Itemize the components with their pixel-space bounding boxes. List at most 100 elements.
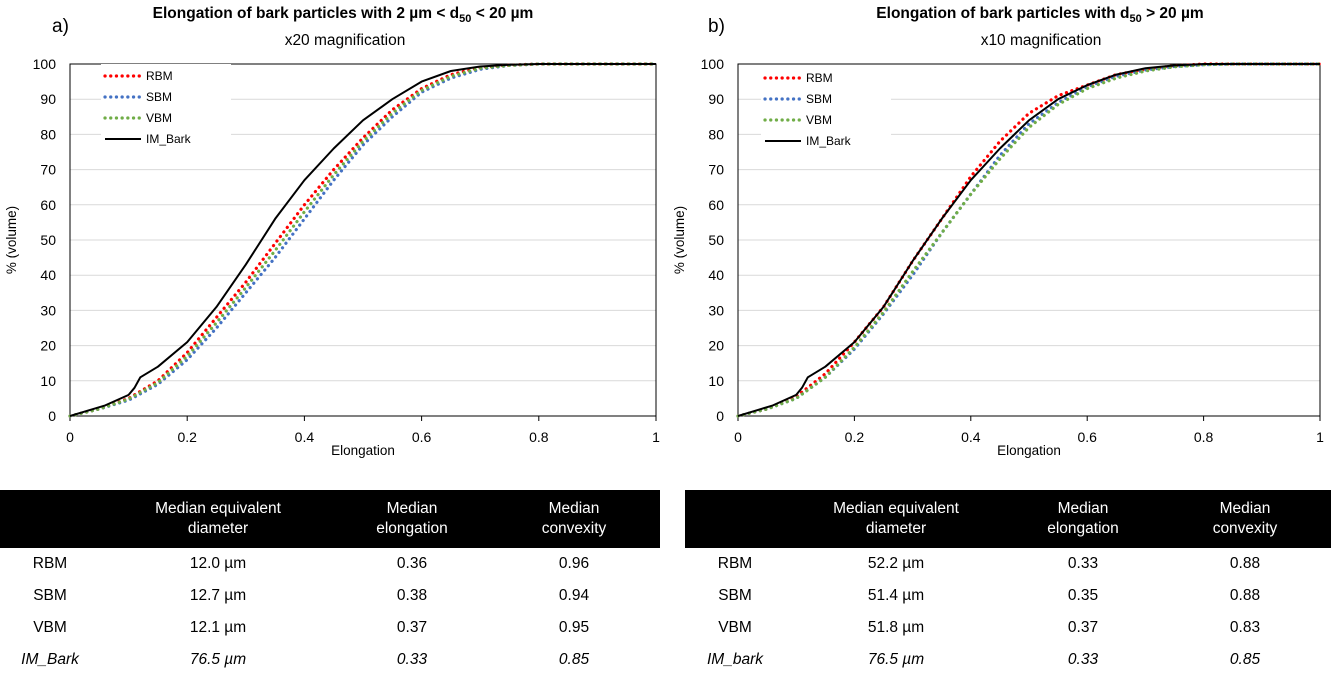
panel-label: a) <box>52 16 69 37</box>
legend-background <box>101 64 231 152</box>
table-cell: 0.88 <box>1229 587 1261 604</box>
x-tick-label: 0.2 <box>177 429 197 445</box>
table-row: IM_bark 76.5 µm 0.33 0.85 <box>685 644 1331 676</box>
table-cell: VBM <box>33 619 67 636</box>
chart-title-tail: < 20 µm <box>471 5 534 22</box>
table-cell: 12.0 µm <box>189 555 247 572</box>
chart-a: 0 10 20 30 40 50 60 70 80 90 100 0 0.2 0.4 0.6 0.8 1 Elon… <box>4 56 660 458</box>
y-tick-label: 80 <box>708 126 724 142</box>
y-tick-label: 100 <box>33 56 57 72</box>
table-cell: 0.33 <box>1067 651 1099 668</box>
legend-label: IM_Bark <box>146 132 192 146</box>
legend-label: RBM <box>806 71 833 85</box>
panel-a: a) Elongation of bark particles with 2 µ… <box>0 0 665 681</box>
x-axis-label: Elongation <box>997 443 1061 458</box>
table-row: RBM 52.2 µm 0.33 0.88 <box>685 548 1331 580</box>
table-row: IM_Bark 76.5 µm 0.33 0.85 <box>0 644 660 676</box>
column-header-line: Median <box>1057 500 1109 517</box>
table-cell: 51.8 µm <box>867 619 925 636</box>
column-header-line: Median <box>386 500 438 517</box>
y-tick-label: 70 <box>40 162 56 178</box>
legend-background <box>761 66 891 154</box>
table-header-row: Median equivalent diameter Median elongatio… <box>685 490 1331 548</box>
column-header-line: elongation <box>376 520 448 537</box>
table-cell: 76.5 µm <box>189 651 247 668</box>
column-header-line: Median <box>548 500 600 517</box>
y-tick-label: 60 <box>40 197 56 213</box>
y-tick-label: 100 <box>701 56 725 72</box>
chart-title-main: Elongation of bark particles with 2 µm <… <box>152 5 460 22</box>
column-header: Median convexity <box>488 490 660 548</box>
x-tick-label: 0.4 <box>961 429 981 445</box>
legend-label: VBM <box>146 111 172 125</box>
table-cell: RBM <box>717 555 753 572</box>
table-row: VBM 51.8 µm 0.37 0.83 <box>685 612 1331 644</box>
column-header: Median elongation <box>336 490 488 548</box>
panel-b: b) Elongation of bark particles with d50… <box>666 0 1331 681</box>
table-cell: 0.35 <box>1067 587 1099 604</box>
y-tick-label: 50 <box>708 232 724 248</box>
chart-title-main: Elongation of bark particles with d <box>876 5 1130 22</box>
column-header-line: Median equivalent <box>155 500 281 517</box>
column-header: Median equivalent diameter <box>100 490 336 548</box>
table-cell: 76.5 µm <box>867 651 925 668</box>
series-line-vbm <box>68 62 658 418</box>
legend-label: SBM <box>806 92 832 106</box>
column-header <box>0 490 100 548</box>
table-cell: 0.33 <box>396 651 428 668</box>
chart-title-subscript: 50 <box>1129 13 1142 26</box>
chart-title-tail: > 20 µm <box>1141 5 1204 22</box>
y-tick-label: 30 <box>708 302 724 318</box>
column-header-line: convexity <box>541 520 607 537</box>
legend-label: RBM <box>146 69 173 83</box>
x-tick-label: 0.6 <box>1077 429 1097 445</box>
plot-frame <box>69 63 657 417</box>
column-header-line: diameter <box>187 520 249 537</box>
table-cell: IM_bark <box>707 651 763 668</box>
x-tick-label: 1 <box>1316 429 1324 445</box>
y-tick-label: 0 <box>716 408 724 424</box>
table-cell: SBM <box>33 587 67 604</box>
chart-b: 0 10 20 30 40 50 60 70 80 90 100 0 0.2 0.4 0.6 0.8 1 Elon… <box>672 56 1324 458</box>
table-cell: 0.96 <box>558 555 590 572</box>
y-tick-label: 20 <box>40 338 56 354</box>
series-line-sbm <box>68 62 658 418</box>
table-cell: 0.36 <box>396 555 428 572</box>
chart-title: Elongation of bark particles with 2 µm <… <box>153 5 534 25</box>
column-header-line: diameter <box>865 520 927 537</box>
x-tick-label: 0.6 <box>412 429 432 445</box>
table-cell: IM_Bark <box>21 651 79 668</box>
y-tick-label: 70 <box>708 162 724 178</box>
column-header-line: Median <box>1219 500 1271 517</box>
x-tick-label: 0 <box>66 429 74 445</box>
table-cell: 0.85 <box>558 651 590 668</box>
table-cell: 12.7 µm <box>189 587 247 604</box>
y-tick-label: 60 <box>708 197 724 213</box>
panel-label: b) <box>708 16 725 37</box>
table-cell: 0.33 <box>1067 555 1099 572</box>
column-header-line: Median equivalent <box>833 500 959 517</box>
table-cell: VBM <box>718 619 752 636</box>
table-cell: 0.83 <box>1229 619 1261 636</box>
x-tick-label: 1 <box>652 429 660 445</box>
table-cell: 0.94 <box>558 587 590 604</box>
table-row: VBM 12.1 µm 0.37 0.95 <box>0 612 660 644</box>
legend-label: VBM <box>806 113 832 127</box>
column-header: Median equivalent diameter <box>785 490 1007 548</box>
y-tick-label: 20 <box>708 338 724 354</box>
x-tick-label: 0 <box>734 429 742 445</box>
table-cell: 0.37 <box>396 619 428 636</box>
legend-label: IM_Bark <box>806 134 852 148</box>
table-cell: 12.1 µm <box>189 619 247 636</box>
column-header-line: elongation <box>1047 520 1119 537</box>
table-row: SBM 12.7 µm 0.38 0.94 <box>0 580 660 612</box>
y-tick-label: 0 <box>48 408 56 424</box>
x-tick-label: 0.8 <box>529 429 549 445</box>
table-cell: 0.95 <box>558 619 590 636</box>
table-cell: 52.2 µm <box>867 555 925 572</box>
table-cell: 51.4 µm <box>867 587 925 604</box>
table-cell: 0.38 <box>396 587 428 604</box>
y-tick-label: 40 <box>708 267 724 283</box>
x-tick-label: 0.2 <box>845 429 865 445</box>
x-axis-label: Elongation <box>331 443 395 458</box>
